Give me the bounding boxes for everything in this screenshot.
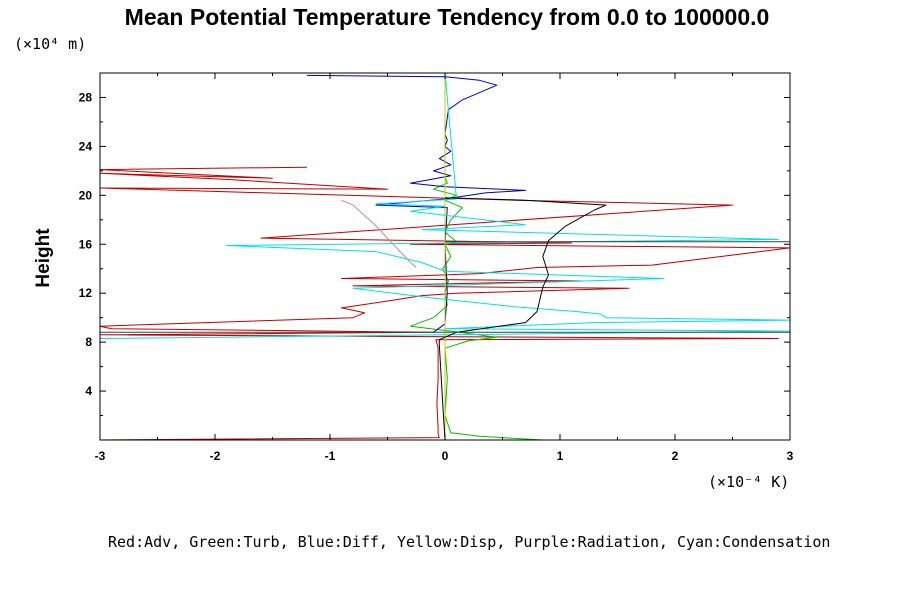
series-layer <box>100 73 790 440</box>
x-tick-label: 3 <box>787 449 794 463</box>
y-tick-label: 28 <box>79 90 93 104</box>
x-tick-label: -3 <box>95 449 106 463</box>
x-tick-label: 0 <box>442 449 449 463</box>
y-tick-label: 12 <box>79 286 93 300</box>
series-line-radiation <box>341 199 417 268</box>
y-tick-label: 16 <box>79 237 93 251</box>
legend-note: Red:Adv, Green:Turb, Blue:Diff, Yellow:D… <box>108 533 830 551</box>
series-line-6 <box>438 197 607 440</box>
x-unit-label: (×10⁻⁴ K) <box>708 473 789 491</box>
x-tick-label: -1 <box>325 449 336 463</box>
y-tick-label: 4 <box>85 384 92 398</box>
y-tick-label: 24 <box>79 139 93 153</box>
chart-title: Mean Potential Temperature Tendency from… <box>125 4 770 30</box>
y-tick-label: 20 <box>79 188 93 202</box>
x-tick-label: -2 <box>210 449 221 463</box>
y-tick-label: 8 <box>85 335 92 349</box>
series-line-diff <box>306 74 526 333</box>
x-tick-label: 2 <box>672 449 679 463</box>
y-axis-label: Height <box>33 228 54 288</box>
series-line-condensation <box>100 73 790 339</box>
x-tick-label: 1 <box>557 449 564 463</box>
series-line-adv <box>100 166 790 440</box>
y-unit-label: (×10⁴ m) <box>14 35 86 53</box>
series-line-turb <box>410 176 543 440</box>
